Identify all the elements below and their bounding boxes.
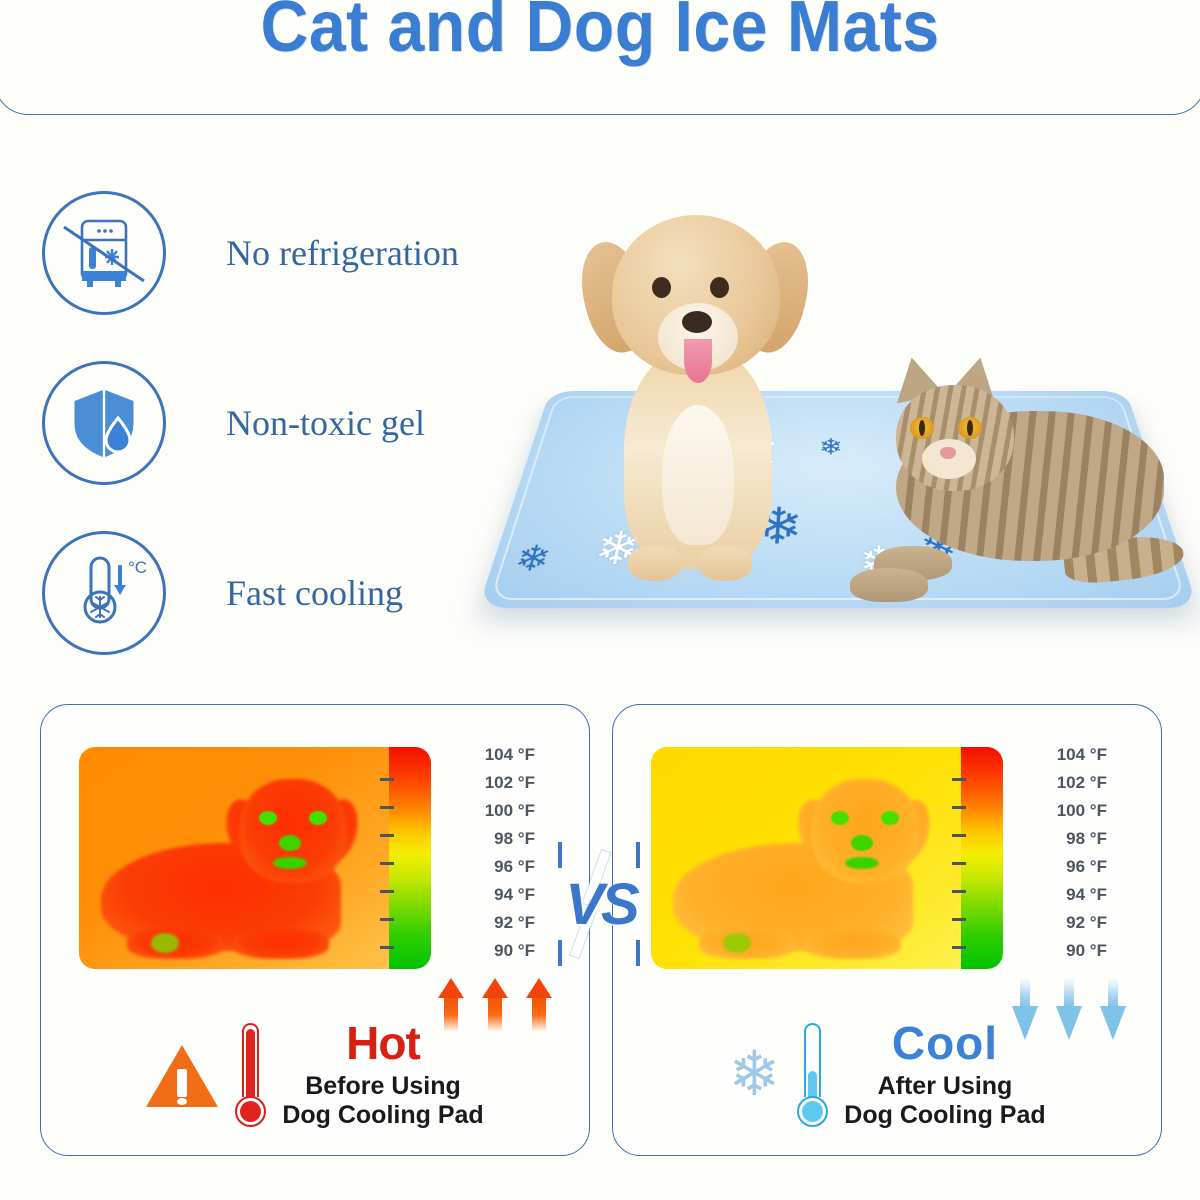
arrow-up-icon [438,978,464,1032]
feature-list: No refrigeration Non-toxic gel [42,168,562,678]
thermal-dog-silhouette [93,769,383,965]
feature-label: No refrigeration [226,233,459,273]
cat-eye [910,417,934,439]
scale-label: 100 °F [1056,801,1107,820]
thermal-dog-silhouette [665,769,955,965]
snowflake-icon: ❄ [818,435,843,460]
shield-droplet-icon [42,361,166,485]
thermal-image-wrap-hot [79,747,431,969]
warning-triangle-icon [146,1043,219,1107]
scale-label: 102 °F [1056,773,1107,792]
vs-label: VS [565,871,639,937]
blue-thermometer-icon [792,1023,832,1127]
temperature-scale-labels-hot: 104 °F 102 °F 100 °F 98 °F 96 °F 94 °F 9… [439,745,535,971]
temperature-scale-bar-cool [952,747,1003,969]
dog-eye [652,277,671,298]
state-word-hot: Hot [346,1016,421,1069]
scale-label: 98 °F [494,829,535,848]
product-photo: ❄ ❄ ❄ ❄ ❄ ❄ ❄ ❄ ❄ ❄ [477,205,1199,645]
caption-cool: ❄ Cool After Using Dog Cooling Pad [613,1005,1161,1145]
arrow-up-icon [526,978,552,1032]
caption-text-hot: Hot Before Using Dog Cooling Pad [282,1020,483,1131]
dog-paw [698,547,752,581]
state-word-cool: Cool [891,1016,999,1069]
scale-label: 96 °F [1066,857,1107,876]
arrow-down-icon [1012,978,1038,1040]
dog-tongue [684,339,712,383]
vs-badge: VS [552,842,650,966]
dog-chest [662,405,734,545]
comparison-panel-hot: 104 °F 102 °F 100 °F 98 °F 96 °F 94 °F 9… [40,704,590,1156]
cat-photo [848,352,1186,602]
arrow-up-icon [482,978,508,1032]
feature-item-no-refrigeration: No refrigeration [42,168,562,338]
arrow-down-icon [1100,978,1126,1040]
dog-paw [628,547,682,581]
arrow-down-icon [1056,978,1082,1040]
cat-muzzle [922,439,976,479]
scale-label: 100 °F [484,801,535,820]
caption-line-2: Dog Cooling Pad [844,1101,1046,1129]
feature-label: Fast cooling [226,573,403,613]
temperature-scale-bar-hot [380,747,431,969]
caption-text-cool: Cool After Using Dog Cooling Pad [844,1020,1045,1131]
comparison-panel-cool: 104 °F 102 °F 100 °F 98 °F 96 °F 94 °F 9… [612,704,1162,1156]
scale-label: 94 °F [1066,885,1107,904]
cat-eye [958,417,982,439]
temperature-scale-labels-cool: 104 °F 102 °F 100 °F 98 °F 96 °F 94 °F 9… [1011,745,1107,971]
heat-rising-arrows [438,978,552,1032]
scale-label: 90 °F [494,941,535,960]
feature-label: Non-toxic gel [226,403,425,443]
scale-label: 90 °F [1066,941,1107,960]
feature-item-fast-cooling: °C Fast cooling [42,508,562,678]
no-refrigeration-icon [42,191,166,315]
scale-label: 104 °F [1056,745,1107,764]
caption-line-1: After Using [877,1071,1013,1100]
feature-item-non-toxic-gel: Non-toxic gel [42,338,562,508]
snowflake-icon: ❄ [728,1040,781,1109]
scale-label: 92 °F [494,913,535,932]
cat-nose [940,447,956,459]
scale-label: 102 °F [484,773,535,792]
thermal-image-hot [79,747,389,969]
scale-label: 96 °F [494,857,535,876]
cat-paw [850,568,928,602]
snowflake-icon: ❄ [509,539,556,580]
scale-label: 92 °F [1066,913,1107,932]
thermometer-snowflake-icon: °C [42,531,166,655]
thermal-image-wrap-cool [651,747,1003,969]
title-banner: Cat and Dog Ice Mats [0,0,1200,115]
red-thermometer-icon [230,1023,270,1127]
caption-line-2: Dog Cooling Pad [282,1101,484,1129]
scale-label: 94 °F [494,885,535,904]
cooling-down-arrows [1012,978,1126,1040]
caption-hot: Hot Before Using Dog Cooling Pad [41,1005,589,1145]
thermal-image-cool [651,747,961,969]
page-title: Cat and Dog Ice Mats [260,0,940,67]
svg-text:°C: °C [128,558,147,577]
scale-label: 104 °F [484,745,535,764]
dog-eye [710,277,729,298]
scale-label: 98 °F [1066,829,1107,848]
dog-photo [570,215,820,585]
caption-line-1: Before Using [305,1071,461,1100]
dog-nose [682,311,712,333]
